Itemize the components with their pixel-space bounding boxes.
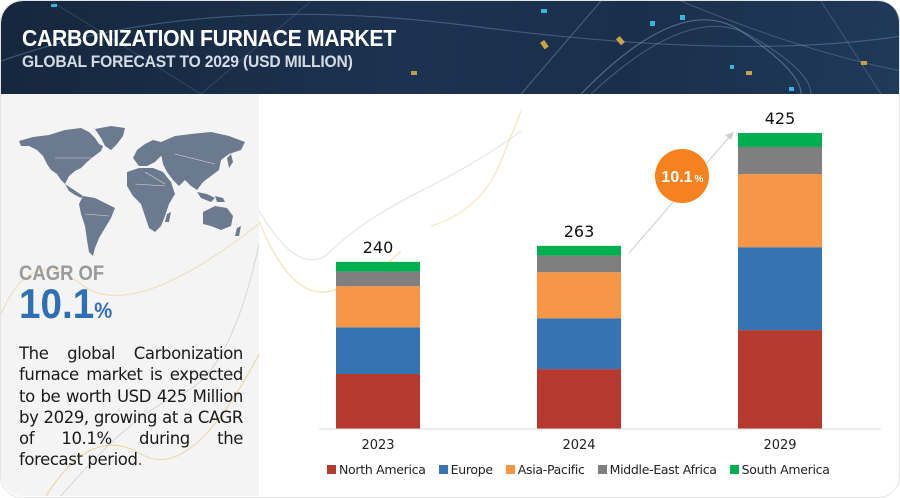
page-title: CARBONIZATION FURNACE MARKET: [22, 25, 396, 51]
page-subtitle: GLOBAL FORECAST TO 2029 (USD MILLION): [22, 52, 353, 71]
cagr-badge-value: 10.1: [661, 169, 692, 186]
summary-panel: CAGR OF 10.1% The global Carbonization f…: [1, 94, 259, 496]
total-label-2023: 240: [363, 238, 394, 257]
legend-label: Middle-East Africa: [609, 462, 717, 477]
bar-segment-north-america-2029: [738, 330, 822, 429]
bar-segment-asia-pacific-2023: [336, 286, 420, 328]
market-description: The global Carbonization furnace market …: [19, 343, 243, 471]
legend-item-north-america: North America: [327, 462, 426, 477]
bar-segment-south-america-2024: [537, 245, 621, 256]
total-label-2029: 425: [765, 109, 796, 128]
cagr-badge-unit: %: [695, 174, 704, 185]
world-map-icon: [19, 126, 245, 256]
total-labels: 240 263 425: [363, 109, 796, 257]
header-decoration: [1, 1, 899, 94]
x-tick-label-2023: 2023: [361, 438, 394, 453]
bar-segment-north-america-2023: [336, 373, 420, 429]
bar-segment-middle-east-africa-2029: [738, 146, 822, 175]
legend-swatch: [327, 465, 336, 474]
bars-group: [336, 133, 822, 429]
cagr-label: CAGR OF: [19, 262, 105, 285]
cagr-value: 10.1%: [19, 280, 112, 328]
cagr-number: 10.1: [19, 280, 95, 327]
description-text: The global Carbonization furnace market …: [19, 344, 243, 470]
bar-segment-north-america-2024: [537, 369, 621, 429]
legend-item-europe: Europe: [438, 462, 493, 477]
bar-segment-middle-east-africa-2023: [336, 271, 420, 287]
legend-swatch: [438, 465, 448, 474]
bar-segment-south-america-2029: [738, 133, 822, 147]
bar-segment-europe-2023: [336, 327, 420, 374]
legend-item-middle-east-africa: Middle-East Africa: [597, 462, 717, 477]
legend-swatch: [505, 465, 515, 474]
cagr-unit: %: [94, 298, 113, 323]
cagr-annotation: 10.1 %: [628, 132, 734, 254]
legend-item-south-america: South America: [729, 462, 830, 477]
decorative-curves: [1, 223, 259, 496]
x-tick-label-2029: 2029: [763, 438, 796, 453]
x-tick-label-2024: 2024: [562, 438, 595, 453]
legend-swatch: [729, 465, 739, 474]
bar-segment-south-america-2023: [336, 261, 420, 272]
header-banner: CARBONIZATION FURNACE MARKET GLOBAL FORE…: [1, 1, 899, 94]
chart-legend: North America Europe Asia-Pacific Middle-Ea…: [327, 462, 830, 477]
legend-swatch: [597, 465, 607, 474]
bar-segment-middle-east-africa-2024: [537, 255, 621, 273]
growth-arrow-head-icon: [725, 132, 734, 140]
legend-label: South America: [741, 462, 830, 477]
bar-segment-asia-pacific-2024: [537, 272, 621, 319]
total-label-2024: 263: [564, 222, 595, 241]
legend-label: Europe: [450, 462, 493, 477]
description-end: .: [137, 450, 143, 470]
bar-segment-europe-2029: [738, 247, 822, 331]
legend-item-asia-pacific: Asia-Pacific: [505, 462, 585, 477]
x-axis-labels: 2023 2024 2029: [361, 438, 796, 453]
legend-label: North America: [339, 462, 426, 477]
bar-segment-europe-2024: [537, 318, 621, 370]
bar-segment-asia-pacific-2029: [738, 174, 822, 248]
cagr-badge: [655, 149, 709, 203]
legend-label: Asia-Pacific: [517, 462, 585, 477]
